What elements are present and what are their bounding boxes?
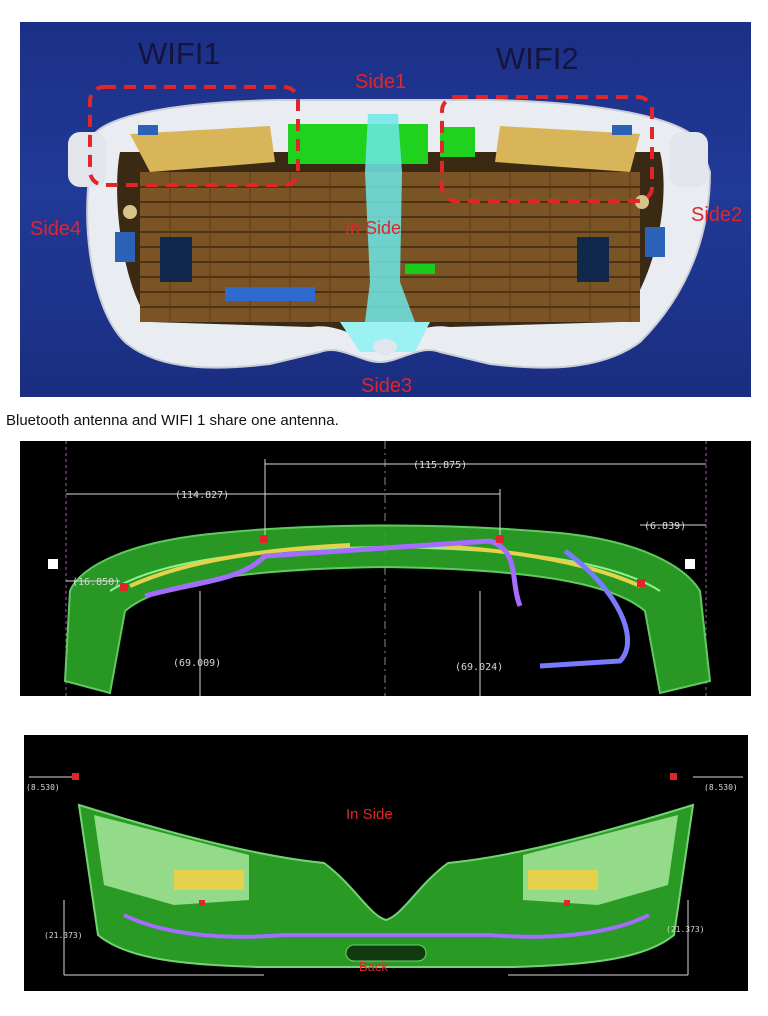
front-shell [77,803,695,968]
headset-interior-figure: WIFI1 WIFI2 Side1 Side2 Side3 Side4 In S… [20,22,751,397]
dimension-lines [66,459,706,696]
wifi1-connector [138,125,158,135]
dim-height-right: (21.373) [666,925,705,934]
side4-part [115,232,135,262]
center-bracket [288,124,428,164]
nose-bridge [340,322,430,352]
dim-center-left: (69.009) [173,658,221,669]
caption-text: Bluetooth antenna and WIFI 1 share one a… [6,412,339,429]
blue-chip [225,287,315,301]
green-chip [405,264,435,274]
marker-left [48,559,58,569]
marker-right [685,559,695,569]
right-connector [635,195,649,209]
side2-part [645,227,665,257]
left-yellow-strip [174,870,244,890]
wifi2-connector [612,125,632,135]
headset-interior-drawing: WIFI1 WIFI2 Side1 Side2 Side3 Side4 In S… [30,36,742,397]
cable-left [144,538,523,607]
cyan-strut [365,114,415,322]
top-view-dimension-figure: (115.875) (114.827) (6.839) (16.850) (69… [20,441,751,696]
left-module [160,237,192,282]
wifi1-antenna-plate [130,126,275,172]
side3-label: Side3 [361,375,412,397]
dim-left-span: (114.827) [175,490,229,501]
top-view-drawing: (115.875) (114.827) (6.839) (16.850) (69… [48,441,712,696]
dim-left-edge: (16.850) [72,577,120,588]
side4-label: Side4 [30,218,81,240]
in-side-label: In Side [345,218,401,238]
cable-right [539,548,631,669]
front-view-drawing: (8.530) (8.530) (21.373) (21.373) In Sid… [26,773,743,976]
dim-top-right: (8.530) [704,783,738,792]
front-view-dimension-figure: (8.530) (8.530) (21.373) (21.373) In Sid… [24,735,748,991]
dim-top-left: (8.530) [26,783,60,792]
wifi1-label: WIFI1 [138,36,221,71]
front-back-label: Back [359,959,388,974]
side2-label: Side2 [691,204,742,226]
wifi1-highlight-box [88,85,300,187]
nose-slot [345,944,427,962]
green-shell [63,524,712,695]
dim-right-edge: (6.839) [644,521,686,532]
dim-height-left: (21.373) [44,931,83,940]
red-markers [120,535,645,591]
wifi2-antenna-plate [495,126,640,172]
right-bracket [440,127,475,157]
dim-top: (115.875) [413,460,467,471]
right-antenna-trace [419,543,641,588]
left-pod [68,132,106,187]
nose-hole [373,339,397,355]
front-dimension-lines [29,776,743,976]
right-yellow-strip [528,870,598,890]
dim-center-right: (69.024) [455,662,503,673]
front-in-side-label: In Side [346,806,393,823]
wifi2-label: WIFI2 [496,41,579,76]
bottom-cable [123,913,650,939]
right-pod [670,132,708,187]
left-connector [123,205,137,219]
front-red-markers [72,773,677,906]
side1-label: Side1 [355,71,406,93]
left-antenna-trace [129,543,351,588]
right-module [577,237,609,282]
wifi2-highlight-box [440,95,654,203]
